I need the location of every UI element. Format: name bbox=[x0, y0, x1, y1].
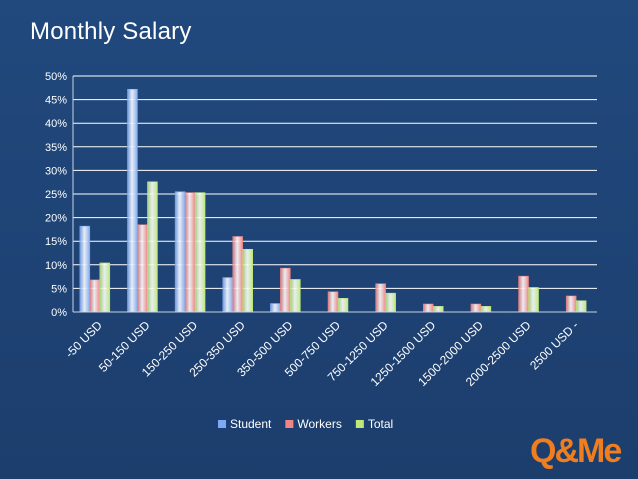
y-tick-label: 25% bbox=[45, 189, 67, 201]
y-tick-label: 50% bbox=[45, 71, 67, 83]
chart-title: Monthly Salary bbox=[30, 18, 192, 45]
bar-total-0 bbox=[99, 262, 111, 313]
bar-workers-5 bbox=[327, 291, 339, 313]
y-axis-ticks: 0% 5% 10% 15% 20% 25% 30% 35% 40% 45% 50% bbox=[45, 71, 67, 319]
bar-total-1 bbox=[147, 181, 158, 313]
y-tick-label: 0% bbox=[51, 307, 67, 319]
bar-student-0 bbox=[79, 225, 91, 313]
bar-workers-8 bbox=[470, 303, 482, 313]
y-tick-label: 5% bbox=[51, 283, 67, 295]
y-tick-label: 30% bbox=[45, 165, 67, 177]
x-category-label: 2500 USD - bbox=[527, 318, 581, 372]
bar-total-5 bbox=[337, 298, 349, 313]
bar-total-2 bbox=[194, 192, 206, 313]
legend-label-total: Total bbox=[368, 417, 393, 431]
bar-workers-6 bbox=[375, 283, 386, 313]
bar-total-6 bbox=[385, 292, 396, 313]
bar-student-4 bbox=[270, 303, 281, 313]
bar-total-4 bbox=[290, 279, 301, 313]
bar-workers-2 bbox=[184, 192, 196, 313]
y-tick-label: 10% bbox=[45, 260, 67, 272]
y-tick-label: 40% bbox=[45, 118, 67, 130]
legend-label-student: Student bbox=[230, 417, 272, 431]
bar-workers-7 bbox=[423, 303, 434, 313]
bar-total-9 bbox=[528, 287, 539, 313]
y-tick-label: 20% bbox=[45, 213, 67, 225]
x-category-label: -50 USD bbox=[63, 318, 106, 361]
bar-workers-10 bbox=[565, 295, 577, 313]
bars bbox=[79, 88, 587, 313]
bar-total-7 bbox=[433, 306, 444, 313]
y-tick-label: 15% bbox=[45, 236, 67, 248]
bar-total-3 bbox=[242, 248, 253, 313]
bar-workers-4 bbox=[280, 267, 291, 313]
legend-label-workers: Workers bbox=[297, 417, 341, 431]
legend-swatch-workers bbox=[285, 420, 294, 428]
bar-workers-0 bbox=[89, 279, 101, 313]
bar-workers-9 bbox=[518, 275, 529, 313]
bar-student-1 bbox=[127, 88, 138, 313]
axes bbox=[72, 76, 597, 313]
bar-student-2 bbox=[174, 191, 186, 313]
legend-swatch-student bbox=[218, 420, 226, 428]
grid-lines bbox=[73, 75, 597, 289]
legend-swatch-total bbox=[355, 420, 364, 428]
bar-total-8 bbox=[480, 306, 492, 313]
logo-text: Q&Me bbox=[530, 432, 622, 470]
bar-workers-1 bbox=[137, 224, 148, 313]
brand-logo: Q&Me bbox=[530, 432, 622, 470]
y-tick-label: 35% bbox=[45, 142, 67, 154]
bar-student-3 bbox=[222, 277, 233, 313]
bar-workers-3 bbox=[232, 236, 243, 313]
legend: Student Workers Total bbox=[218, 417, 393, 431]
bar-total-10 bbox=[575, 300, 587, 313]
y-tick-label: 45% bbox=[45, 95, 67, 107]
